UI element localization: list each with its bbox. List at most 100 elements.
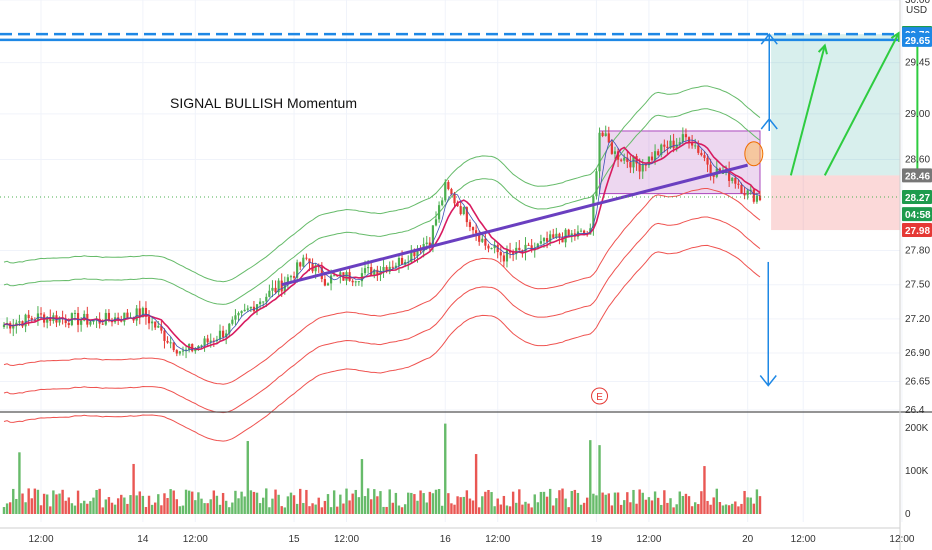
- volume-bar: [258, 503, 262, 514]
- volume-bar: [610, 505, 614, 514]
- candle-body: [268, 290, 271, 297]
- volume-bar: [700, 491, 703, 514]
- volume-bar: [55, 494, 58, 514]
- volume-bar: [690, 506, 694, 514]
- candle-body: [89, 321, 92, 325]
- candle-body: [518, 247, 521, 251]
- volume-bar: [604, 494, 607, 514]
- candle-body: [262, 301, 265, 303]
- volume-bar: [21, 493, 24, 514]
- candle-body: [416, 249, 419, 257]
- price-tag: [902, 223, 932, 238]
- candle-body: [18, 321, 21, 323]
- price-tag: [902, 207, 932, 222]
- candle-body: [184, 349, 188, 351]
- candle-body: [141, 307, 144, 318]
- volume-bar: [626, 492, 629, 514]
- candle-body: [73, 312, 77, 314]
- candle-body: [536, 243, 539, 248]
- candle-body: [67, 323, 70, 326]
- candle-body: [592, 196, 595, 229]
- volume-bar: [172, 490, 175, 514]
- volume-bar: [86, 503, 89, 514]
- candle-body: [623, 157, 626, 161]
- price-tick-label: 26.65: [905, 377, 930, 388]
- candle-body: [104, 312, 107, 325]
- time-tick-label: 12:00: [183, 534, 208, 545]
- volume-bar: [305, 489, 308, 514]
- volume-bar: [694, 502, 697, 514]
- volume-bar: [314, 504, 317, 514]
- volume-bar: [644, 499, 648, 514]
- candle-body: [345, 272, 348, 281]
- candle-body: [394, 265, 397, 268]
- volume-bar: [641, 492, 644, 514]
- volume-bar: [113, 504, 117, 514]
- volume-bar: [561, 488, 564, 514]
- volume-bar: [490, 492, 493, 514]
- volume-bar: [434, 489, 438, 514]
- volume-bar: [465, 490, 469, 514]
- volume-bar: [221, 492, 225, 514]
- volume-bar: [681, 496, 685, 514]
- candle-body: [453, 194, 456, 204]
- volume-bar: [740, 503, 743, 514]
- volume-bar: [425, 502, 428, 514]
- candle-body: [604, 133, 607, 136]
- candle-body: [302, 257, 305, 267]
- candle-body: [367, 267, 370, 269]
- volume-bar: [481, 496, 484, 514]
- volume-bar: [357, 497, 361, 514]
- candle-body: [530, 245, 533, 251]
- price-tick-label: 26.90: [905, 348, 930, 359]
- candle-body: [626, 157, 629, 162]
- candle-body: [225, 333, 228, 338]
- volume-bar: [703, 466, 706, 514]
- time-tick-label: 16: [440, 534, 452, 545]
- volume-bar: [138, 491, 141, 514]
- volume-bar: [755, 489, 759, 514]
- candle-body: [246, 308, 249, 310]
- candle-body: [280, 280, 283, 292]
- volume-bar: [166, 498, 169, 514]
- candle-body: [169, 342, 172, 344]
- downside-arrow-head: [759, 375, 777, 387]
- candle-body: [484, 238, 487, 246]
- volume-bar: [370, 499, 373, 514]
- candle-body: [558, 233, 561, 238]
- candle-body: [252, 306, 256, 312]
- earnings-marker-circle: [591, 387, 609, 405]
- time-tick-label: 19: [591, 534, 603, 545]
- volume-bar: [650, 500, 654, 514]
- candle-body: [178, 351, 181, 354]
- candle-body: [157, 325, 160, 328]
- candle-body: [363, 268, 367, 274]
- volume-bar: [558, 490, 561, 514]
- volume-bar: [366, 488, 370, 514]
- volume-bar: [502, 495, 506, 514]
- price-tick-label: 27.20: [905, 314, 930, 325]
- volume-bar: [724, 504, 728, 514]
- candle-body: [39, 313, 43, 315]
- candle-body: [629, 161, 632, 168]
- trade-zones: [599, 34, 900, 231]
- candle-body: [607, 133, 610, 143]
- candle-body: [644, 164, 647, 166]
- volume-bar: [64, 500, 67, 514]
- volume-bar: [299, 488, 302, 514]
- candle-body: [545, 238, 549, 242]
- price-tag-label: 27.98: [905, 226, 930, 237]
- volume-tick-label: 200K: [905, 423, 929, 434]
- candle-body: [678, 142, 681, 145]
- candle-body: [650, 156, 654, 161]
- price-tick-label: 28.60: [905, 154, 930, 165]
- candle-body: [172, 342, 175, 351]
- volume-bar: [376, 496, 379, 514]
- volume-bar: [345, 488, 348, 514]
- candle-body: [570, 233, 573, 236]
- candle-body: [694, 145, 697, 147]
- candle-body: [80, 320, 83, 325]
- candle-body: [697, 145, 700, 153]
- candle-body: [144, 307, 148, 317]
